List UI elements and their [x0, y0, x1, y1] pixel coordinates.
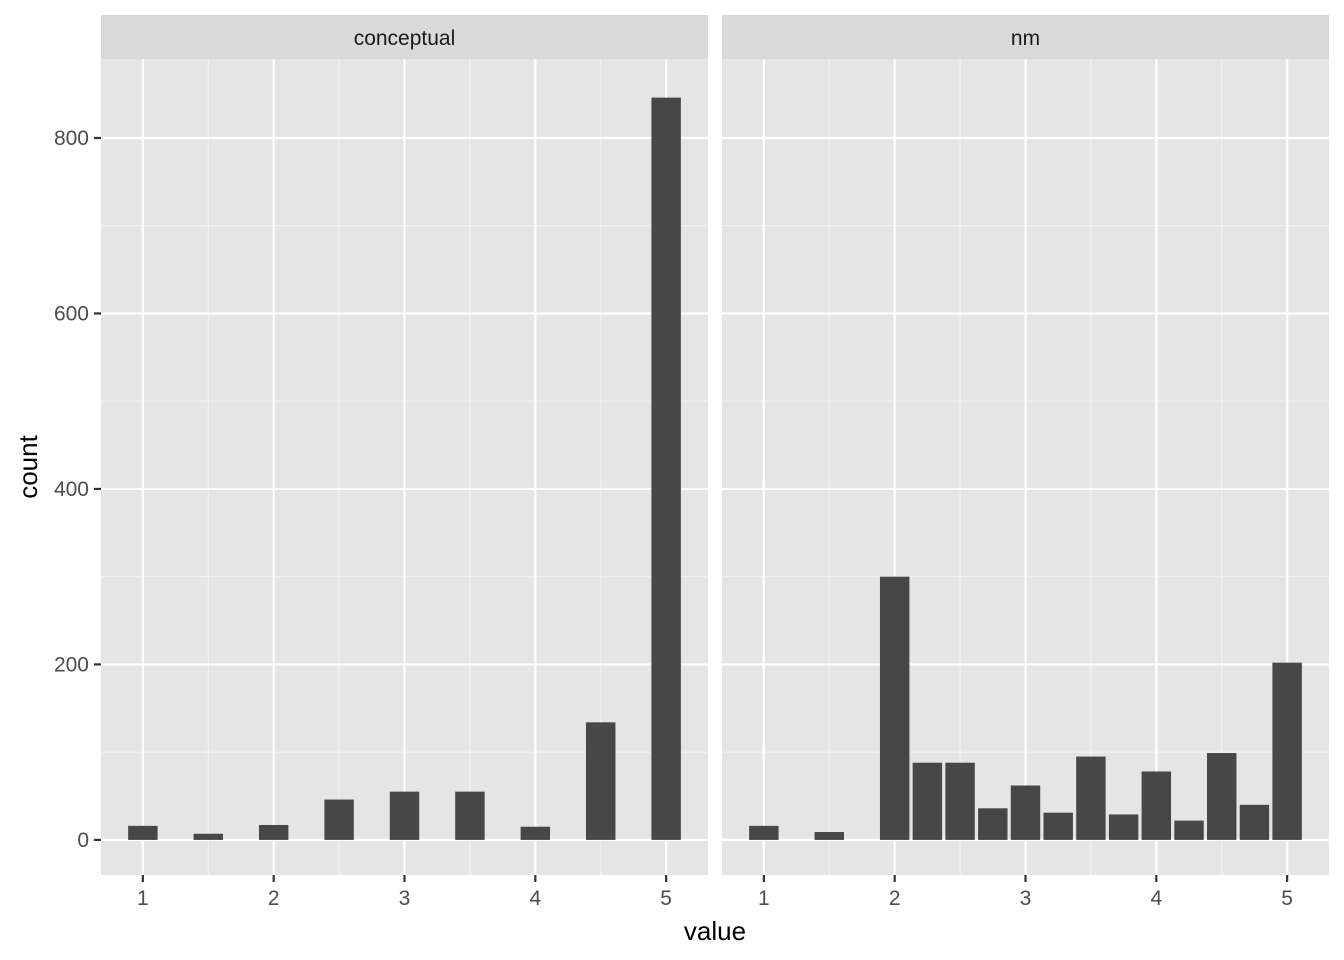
y-tick-label: 0 — [77, 829, 89, 852]
strip-label-conceptual: conceptual — [354, 27, 456, 50]
y-tick-label: 400 — [54, 478, 89, 501]
y-axis: 0 200 400 600 800 — [54, 127, 101, 852]
bar-conceptual-1.5 — [193, 833, 223, 840]
x-tick-label: 5 — [660, 887, 672, 910]
bar-conceptual-2.5 — [324, 799, 354, 840]
x-tick-label: 1 — [137, 887, 149, 910]
bar-nm-3.75 — [1108, 814, 1139, 840]
y-axis-title: count — [13, 434, 43, 498]
bar-conceptual-3 — [389, 791, 420, 840]
bar-nm-4.25 — [1174, 820, 1204, 840]
bars-nm — [749, 576, 1302, 840]
x-tick-label: 2 — [889, 887, 901, 910]
x-tick-label: 3 — [399, 887, 411, 910]
x-tick-label: 4 — [529, 887, 541, 910]
x-axis-nm: 1 2 3 4 5 — [758, 875, 1293, 910]
strip-nm — [722, 15, 1329, 59]
bar-nm-2.25 — [912, 762, 943, 840]
bar-nm-4.75 — [1239, 804, 1270, 840]
bars-conceptual — [128, 97, 681, 840]
bar-conceptual-1 — [128, 825, 158, 840]
bar-nm-3.25 — [1043, 812, 1073, 840]
bar-nm-1 — [749, 825, 779, 840]
facet-panel-nm: nm 1 2 3 4 5 — [722, 15, 1329, 910]
bar-nm-5 — [1272, 662, 1302, 840]
x-axis-title: value — [684, 916, 746, 946]
bar-nm-4 — [1141, 771, 1172, 840]
bar-nm-2 — [879, 576, 910, 840]
bar-nm-4.5 — [1207, 753, 1237, 840]
x-tick-label: 5 — [1281, 887, 1293, 910]
bar-nm-3.5 — [1076, 756, 1106, 840]
bar-nm-2.75 — [978, 808, 1008, 840]
facet-panel-conceptual: conceptual 1 2 3 4 5 — [101, 15, 708, 910]
x-tick-label: 4 — [1150, 887, 1162, 910]
y-tick-label: 600 — [54, 302, 89, 325]
bar-nm-3 — [1010, 785, 1041, 840]
bar-conceptual-3.5 — [455, 791, 485, 840]
x-tick-label: 2 — [268, 887, 280, 910]
y-tick-label: 200 — [54, 653, 89, 676]
x-axis-conceptual: 1 2 3 4 5 — [137, 875, 672, 910]
bar-conceptual-5 — [651, 97, 681, 840]
bar-conceptual-4 — [520, 826, 551, 840]
strip-conceptual — [101, 15, 708, 59]
x-tick-label: 3 — [1020, 887, 1032, 910]
y-tick-label: 800 — [54, 127, 89, 150]
strip-label-nm: nm — [1011, 27, 1040, 50]
x-tick-label: 1 — [758, 887, 770, 910]
bar-conceptual-2 — [258, 824, 289, 840]
bar-conceptual-4.5 — [586, 722, 616, 840]
bar-nm-1.5 — [814, 832, 844, 840]
bar-nm-2.5 — [945, 762, 975, 840]
